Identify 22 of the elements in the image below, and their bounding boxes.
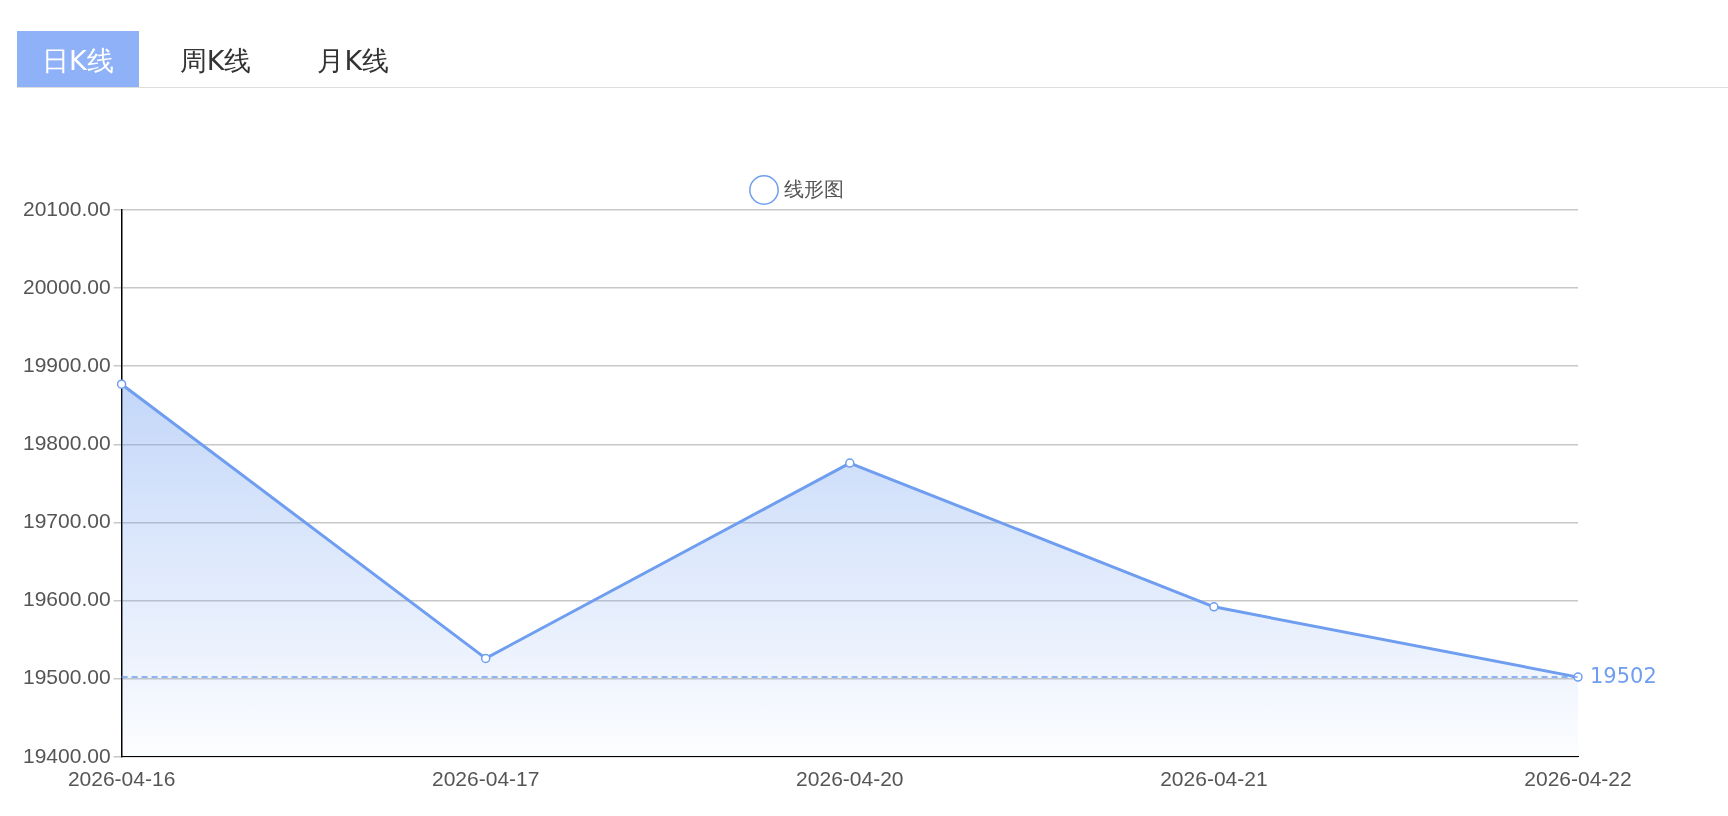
text: 周K线 <box>178 44 253 78</box>
x-tick-label: 2026-04-16 <box>67 767 176 791</box>
text: 月K线 <box>316 44 391 78</box>
y-tick-label: 19500.00 <box>23 665 111 689</box>
ref-line-label: 19502 <box>1590 663 1657 688</box>
y-tick-label: 19900.00 <box>23 353 111 377</box>
x-tick-label: 2026-04-22 <box>1524 767 1632 791</box>
point <box>116 379 127 389</box>
point <box>1209 602 1219 612</box>
y-tick-label: 19400.00 <box>23 743 111 767</box>
y-tick-label: 19800.00 <box>23 431 111 455</box>
y-tick-label: 20100.00 <box>23 196 111 220</box>
text: 日K线 <box>17 31 139 87</box>
y-tick-label: 19700.00 <box>23 509 111 533</box>
x-tick-label: 2026-04-20 <box>796 767 904 791</box>
x-tick-label: 2026-04-17 <box>431 767 540 791</box>
x-tick-label: 2026-04-21 <box>1160 767 1268 791</box>
point <box>480 653 491 664</box>
y-tick-label: 20000.00 <box>23 274 111 298</box>
y-tick-label: 19600.00 <box>23 587 111 611</box>
legend-label: 线形图 <box>784 177 844 200</box>
point <box>845 458 855 468</box>
